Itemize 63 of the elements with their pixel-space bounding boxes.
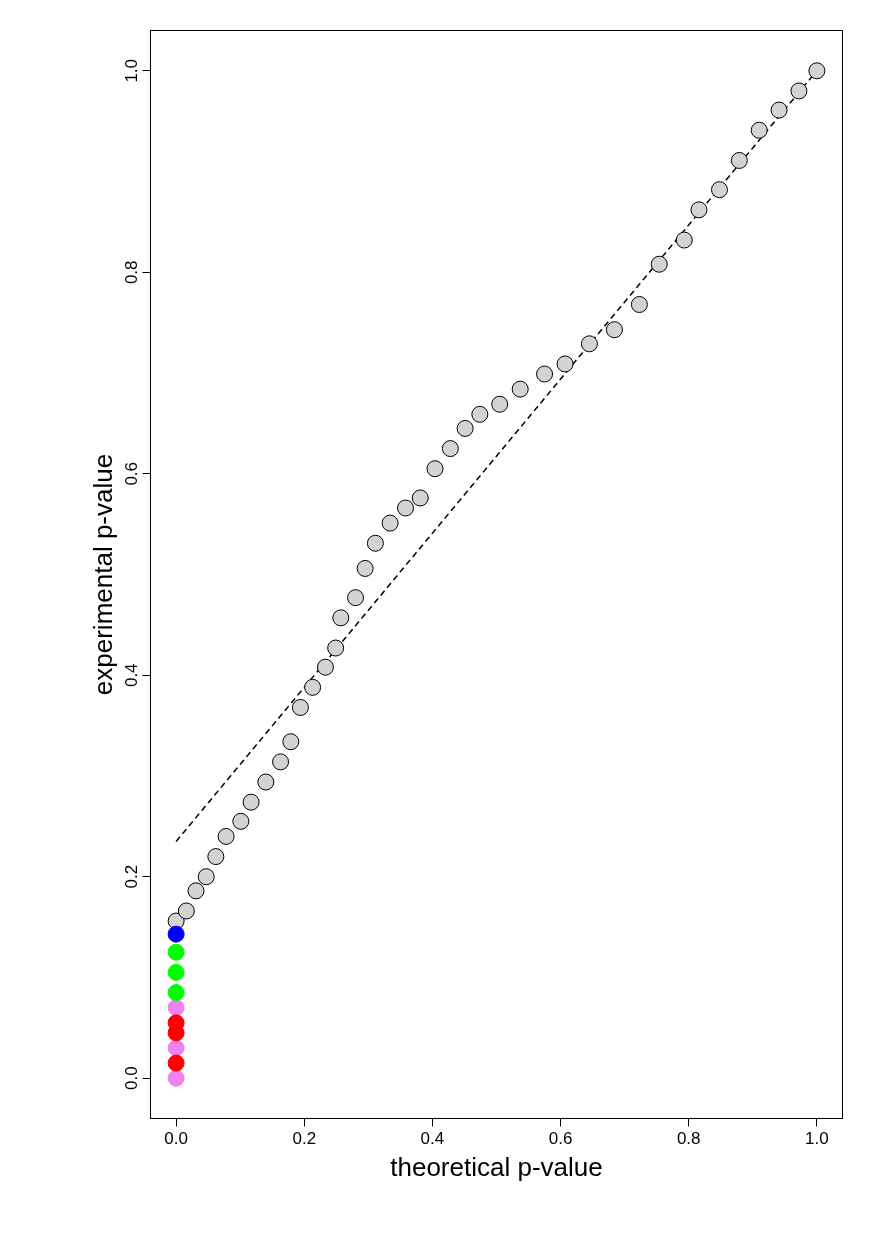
- point: [332, 609, 350, 627]
- point: [580, 335, 598, 353]
- point: [167, 1039, 185, 1057]
- point: [730, 151, 748, 169]
- x-axis-title: theoretical p-value: [390, 1151, 603, 1182]
- point: [456, 419, 474, 437]
- point: [167, 1054, 185, 1072]
- point: [242, 793, 260, 811]
- point: [491, 395, 509, 413]
- point: [605, 321, 623, 339]
- x-tick-label: 0.4: [420, 1128, 445, 1148]
- x-tick-label: 0.2: [292, 1128, 317, 1148]
- point: [167, 943, 185, 961]
- point: [316, 658, 334, 676]
- point: [272, 753, 290, 771]
- point: [167, 925, 185, 943]
- point: [167, 984, 185, 1002]
- point: [471, 405, 489, 423]
- point: [790, 82, 808, 100]
- point: [232, 812, 250, 830]
- point: [650, 255, 668, 273]
- point: [187, 882, 205, 900]
- point: [177, 902, 195, 920]
- point: [356, 559, 374, 577]
- point: [167, 963, 185, 981]
- point: [426, 460, 444, 478]
- point: [304, 678, 322, 696]
- y-tick-label: 0.6: [122, 461, 142, 486]
- point: [217, 827, 235, 845]
- point: [770, 101, 788, 119]
- point: [808, 62, 826, 80]
- point: [327, 639, 345, 657]
- y-tick-label: 0.8: [122, 260, 142, 285]
- y-tick-label: 1.0: [122, 58, 142, 83]
- x-tick-label: 0.0: [164, 1128, 188, 1148]
- x-tick-label: 0.6: [548, 1128, 573, 1148]
- y-tick-label: 0.4: [122, 663, 142, 688]
- point: [381, 514, 399, 532]
- point: [207, 848, 225, 866]
- point: [291, 698, 309, 716]
- x-tick-label: 1.0: [805, 1128, 829, 1148]
- point: [690, 201, 708, 219]
- y-axis-title: experimental p-value: [87, 453, 118, 696]
- point: [511, 380, 529, 398]
- point: [347, 589, 365, 607]
- point: [630, 296, 648, 313]
- y-tick-label: 0.2: [122, 864, 142, 889]
- point: [441, 440, 459, 458]
- point: [167, 999, 185, 1017]
- point: [710, 181, 728, 199]
- x-tick-label: 0.8: [676, 1128, 701, 1148]
- point: [366, 534, 384, 552]
- point: [282, 733, 300, 751]
- point: [397, 499, 415, 517]
- point: [536, 365, 554, 383]
- point: [167, 1069, 185, 1087]
- point: [675, 231, 693, 249]
- point: [750, 121, 768, 139]
- point: [197, 868, 215, 886]
- point: [411, 489, 429, 507]
- point: [257, 773, 275, 791]
- y-tick-label: 0.0: [122, 1066, 142, 1091]
- point: [556, 355, 574, 373]
